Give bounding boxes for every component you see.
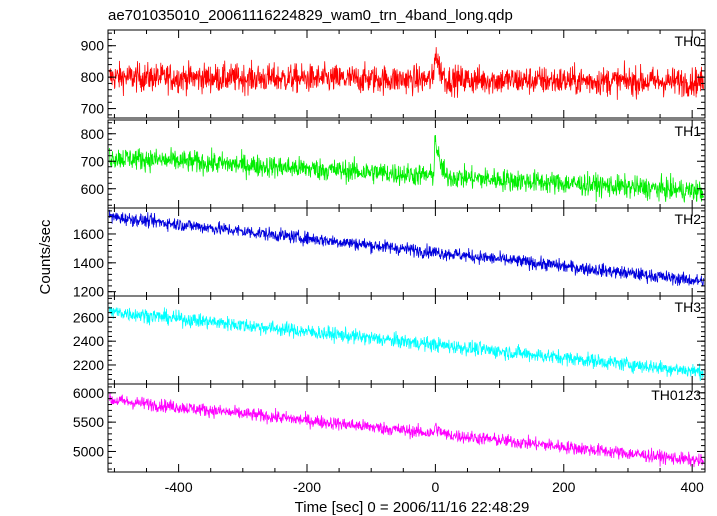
x-tick-label: 200 [552,479,576,495]
x-axis: -400 -200 0 200 400 [165,479,704,495]
series-line-th0123 [108,392,704,468]
panels-group: 700 800 900 TH0 600 700 800 TH1 1200 1400 1600 TH2 2… [73,29,706,473]
y-tick-label: 6000 [73,385,104,401]
panel-th3: 2200 2400 2600 TH3 [73,295,706,385]
y-tick-label: 900 [81,38,105,54]
y-tick-label: 800 [81,69,105,85]
y-tick-label: 1400 [73,255,104,271]
panel-frame [107,29,706,119]
panel-th0: 700 800 900 TH0 [81,29,706,119]
chart-title: ae701035010_20061116224829_wam0_trn_4ban… [108,7,513,24]
y-tick-label: 5500 [73,414,104,430]
panel-name-th1: TH1 [675,123,702,139]
y-tick-label: 1200 [73,284,104,300]
panel-th0123: 5000 5500 6000 TH0123 [73,383,706,473]
panel-th1: 600 700 800 TH1 [81,119,706,209]
panel-name-th0123: TH0123 [651,387,701,403]
y-tick-label: 2200 [73,357,104,373]
y-tick-label: 5000 [73,443,104,459]
series-line-th0 [108,47,704,100]
x-tick-label: 0 [431,479,439,495]
y-tick-label: 1600 [73,226,104,242]
x-axis-label: Time [sec] 0 = 2006/11/16 22:48:29 [295,499,530,516]
y-tick-label: 700 [81,153,105,169]
y-tick-label: 600 [81,181,105,197]
series-line-th2 [108,209,704,287]
y-tick-label: 800 [81,126,105,142]
y-tick-label: 2600 [73,309,104,325]
series-line-th1 [108,134,704,203]
x-tick-label: 400 [680,479,704,495]
panel-name-th0: TH0 [675,33,702,49]
y-axis-label: Counts/sec [37,219,54,295]
panel-name-th2: TH2 [675,211,702,227]
x-tick-label: -200 [293,479,321,495]
panel-name-th3: TH3 [675,299,702,315]
x-tick-label: -400 [165,479,193,495]
series-line-th3 [108,306,704,381]
y-tick-label: 2400 [73,333,104,349]
y-tick-label: 700 [81,101,105,117]
panel-th2: 1200 1400 1600 TH2 [73,207,706,300]
